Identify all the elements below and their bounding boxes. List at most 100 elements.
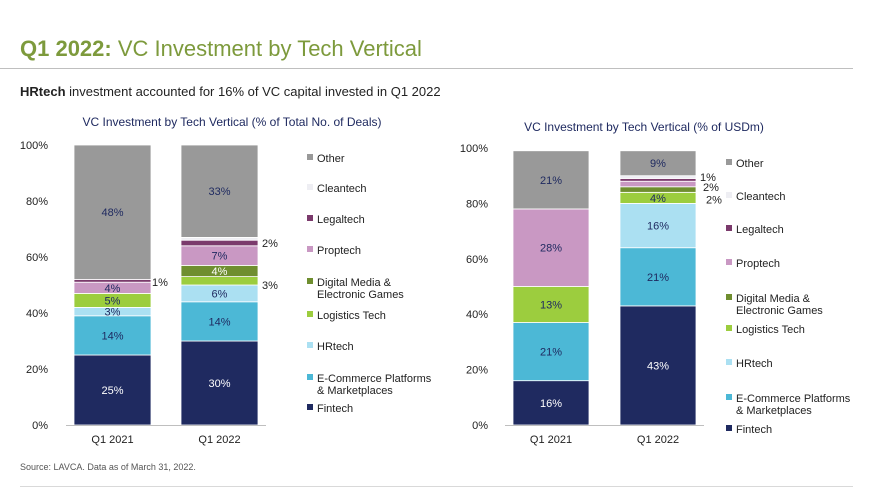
- chart-2-bar-digital-media-electronic-games-q1-2022: [619, 186, 697, 193]
- chart-1-data-label: 14%: [208, 316, 230, 328]
- chart-2-legend-label: E-Commerce Platforms: [736, 393, 851, 405]
- chart-1-legend-swatch-hrtech: [307, 342, 313, 348]
- chart-2-legend-label: Fintech: [736, 424, 772, 436]
- chart-2-legend-label: Legaltech: [736, 224, 784, 236]
- chart-1-bar-other-q1-2022: [180, 144, 259, 238]
- chart-1-data-label: 4%: [212, 266, 228, 278]
- chart-2-data-label: 16%: [647, 221, 669, 233]
- page-subtitle: HRtech investment accounted for 16% of V…: [20, 84, 441, 99]
- chart-2-data-label: 28%: [540, 243, 562, 255]
- chart-2-legend-swatch-e-commerce-platforms-marketplaces: [726, 394, 732, 400]
- chart-2-data-label: 16%: [540, 398, 562, 410]
- chart-2-bar-cleantech-q1-2022: [619, 175, 697, 179]
- chart-2-legend-label: Proptech: [736, 258, 780, 270]
- chart-1-legend-label: Other: [317, 153, 345, 165]
- chart-2-bar-other-q1-2021: [512, 150, 590, 210]
- title-rest: VC Investment by Tech Vertical: [117, 36, 422, 61]
- chart-1-bar-e-commerce-platforms-marketplaces-q1-2021: [73, 315, 152, 356]
- chart-2-ytick: 60%: [466, 254, 488, 266]
- chart-2-legend-swatch-hrtech: [726, 359, 732, 365]
- chart-1-bar-legaltech-q1-2022: [180, 239, 259, 247]
- chart-1-ytick: 60%: [26, 252, 48, 264]
- chart-2-legend-swatch-proptech: [726, 259, 732, 265]
- chart-1-ytick: 0%: [32, 420, 48, 432]
- chart-2-legend-label: & Marketplaces: [736, 405, 812, 417]
- chart-1-legend-label: Cleantech: [317, 183, 367, 195]
- source-note: Source: LAVCA. Data as of March 31, 2022…: [20, 462, 196, 472]
- chart-2-legend-label: Other: [736, 158, 764, 170]
- chart-2-legend-label: Electronic Games: [736, 305, 823, 317]
- chart-2-legend-label: Logistics Tech: [736, 324, 805, 336]
- chart-1-legend-swatch-e-commerce-platforms-marketplaces: [307, 374, 313, 380]
- chart-1-data-label: 1%: [152, 277, 168, 289]
- chart-2-legend-swatch-legaltech: [726, 225, 732, 231]
- chart-2-legend-swatch-fintech: [726, 425, 732, 431]
- chart-1-data-label: 7%: [212, 251, 228, 263]
- chart-2-legend-label: HRtech: [736, 358, 773, 370]
- chart-1-legend-label: E-Commerce Platforms: [317, 373, 432, 385]
- chart-1-title: VC Investment by Tech Vertical (% of Tot…: [82, 115, 381, 129]
- chart-1-category-label: Q1 2022: [198, 434, 240, 446]
- chart-1-data-label: 25%: [101, 385, 123, 397]
- chart-1-category-label: Q1 2021: [91, 434, 133, 446]
- chart-2-ytick: 0%: [472, 420, 488, 432]
- page-title: Q1 2022: VC Investment by Tech Vertical: [20, 36, 422, 62]
- chart-2-bar-proptech-q1-2021: [512, 208, 590, 287]
- title-divider: [0, 68, 853, 69]
- footer-divider: [20, 486, 853, 487]
- chart-2-category-label: Q1 2021: [530, 434, 572, 446]
- chart-1-data-label: 6%: [212, 288, 228, 300]
- chart-1-ytick: 40%: [26, 308, 48, 320]
- chart-1-data-label: 4%: [105, 283, 121, 295]
- chart-1-data-label: 2%: [262, 238, 278, 250]
- chart-1-bar-legaltech-q1-2021: [73, 278, 152, 283]
- chart-2-data-label: 2%: [706, 195, 722, 207]
- chart-2-data-label: 1%: [700, 172, 716, 184]
- chart-2-data-label: 21%: [540, 347, 562, 359]
- chart-1-data-label: 3%: [105, 307, 121, 319]
- chart-2-legend-swatch-logistics-tech: [726, 325, 732, 331]
- chart-1-legend-label: Electronic Games: [317, 289, 404, 301]
- chart-1-data-label: 5%: [105, 295, 121, 307]
- chart-2-data-label: 4%: [650, 193, 666, 205]
- chart-2-bar-other-q1-2022: [619, 150, 697, 177]
- chart-2-legend-swatch-digital-media-electronic-games: [726, 294, 732, 300]
- chart-1-legend-label: HRtech: [317, 341, 354, 353]
- chart-1-legend-swatch-fintech: [307, 404, 313, 410]
- chart-2-data-label: 9%: [650, 158, 666, 170]
- chart-1-data-label: 48%: [101, 207, 123, 219]
- chart-1-ytick: 20%: [26, 364, 48, 376]
- chart-1-legend-swatch-other: [307, 154, 313, 160]
- chart-2-legend-swatch-cleantech: [726, 192, 732, 198]
- chart-1-data-label: 14%: [101, 330, 123, 342]
- chart-1-legend-label: & Marketplaces: [317, 385, 393, 397]
- chart-1-legend-swatch-logistics-tech: [307, 311, 313, 317]
- chart-1-bar-fintech-q1-2022: [180, 340, 259, 426]
- chart-1-legend-swatch-digital-media-electronic-games: [307, 278, 313, 284]
- chart-2-bar-hrtech-q1-2022: [619, 202, 697, 249]
- chart-2-data-label: 21%: [647, 272, 669, 284]
- chart-1-legend-swatch-legaltech: [307, 215, 313, 221]
- chart-1-legend-swatch-proptech: [307, 246, 313, 252]
- chart-1-legend-label: Proptech: [317, 245, 361, 257]
- chart-2-data-label: 2%: [703, 182, 719, 194]
- chart-2-data-label: 21%: [540, 175, 562, 187]
- chart-1-legend-label: Fintech: [317, 403, 353, 415]
- chart-1-ytick: 100%: [20, 140, 48, 152]
- chart-2-bar-legaltech-q1-2022: [619, 178, 697, 182]
- chart-2-legend-label: Digital Media &: [736, 293, 811, 305]
- chart-1-legend-label: Digital Media &: [317, 277, 392, 289]
- chart-2-ytick: 80%: [466, 198, 488, 210]
- chart-2-legend-swatch-other: [726, 159, 732, 165]
- chart-1-ytick: 80%: [26, 196, 48, 208]
- chart-1-legend-label: Legaltech: [317, 214, 365, 226]
- chart-2-ytick: 20%: [466, 365, 488, 377]
- chart-1-legend-label: Logistics Tech: [317, 310, 386, 322]
- chart-2-bar-e-commerce-platforms-marketplaces-q1-2021: [512, 322, 590, 382]
- chart-2-ytick: 100%: [460, 143, 488, 155]
- chart-2-title: VC Investment by Tech Vertical (% of USD…: [524, 120, 764, 134]
- chart-2-data-label: 13%: [540, 300, 562, 312]
- chart-2-bar-proptech-q1-2022: [619, 180, 697, 188]
- chart-2-bar-e-commerce-platforms-marketplaces-q1-2022: [619, 247, 697, 307]
